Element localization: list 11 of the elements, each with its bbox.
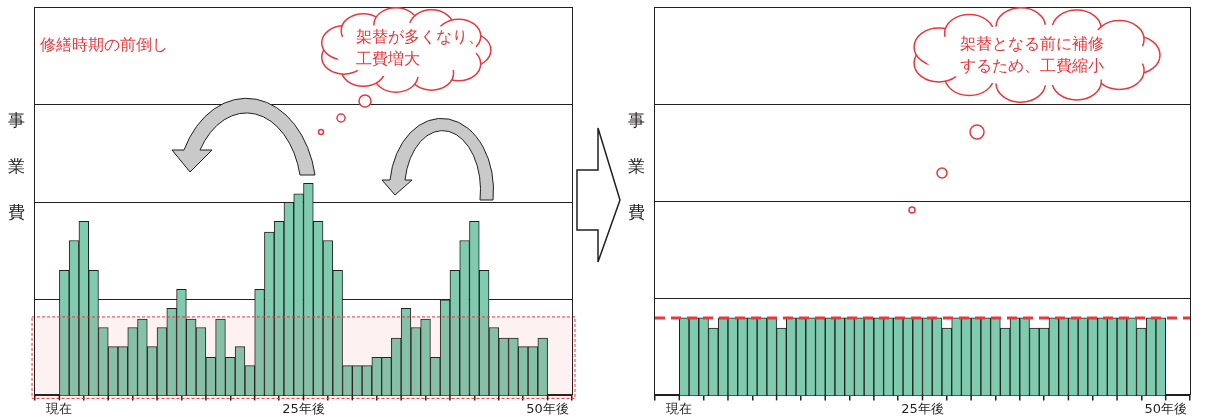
x-tick-label: 25年後 [901,400,944,416]
y-axis-title: 事業費 [627,98,647,236]
y-axis-title: 事業費 [7,98,27,236]
text: 架替となる前に補修するため、工費縮小 [960,33,1105,77]
x-tick-label: 現在 [46,400,73,416]
x-tick-label: 50年後 [526,400,569,416]
x-tick-label: 50年後 [1144,400,1187,416]
text: 修繕時期の前倒し [40,34,169,56]
text: 架替が多くなり、工費増大 [356,26,485,70]
x-tick-label: 25年後 [282,400,325,416]
x-tick-label: 現在 [666,400,693,416]
